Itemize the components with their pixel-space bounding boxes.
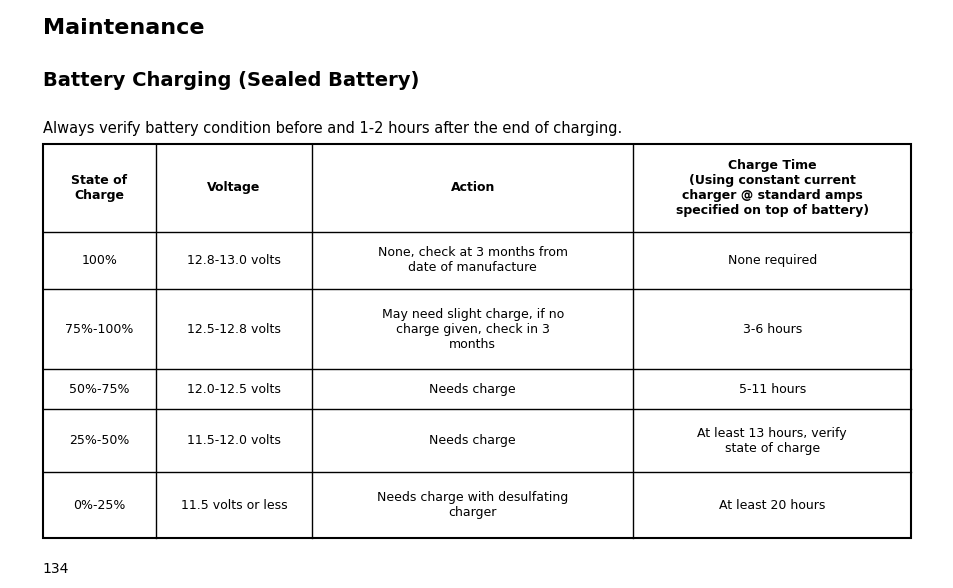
Text: 75%-100%: 75%-100% bbox=[65, 322, 133, 336]
Text: Action: Action bbox=[450, 181, 495, 194]
Text: Voltage: Voltage bbox=[207, 181, 260, 194]
Text: Needs charge: Needs charge bbox=[429, 383, 516, 396]
Text: 12.0-12.5 volts: 12.0-12.5 volts bbox=[187, 383, 280, 396]
Text: Needs charge with desulfating
charger: Needs charge with desulfating charger bbox=[376, 491, 568, 519]
Bar bbox=[43, 144, 910, 538]
Text: 134: 134 bbox=[43, 562, 70, 576]
Text: 100%: 100% bbox=[81, 253, 117, 266]
Text: Charge Time
(Using constant current
charger @ standard amps
specified on top of : Charge Time (Using constant current char… bbox=[675, 159, 868, 217]
Text: 11.5-12.0 volts: 11.5-12.0 volts bbox=[187, 434, 280, 447]
Text: Battery Charging (Sealed Battery): Battery Charging (Sealed Battery) bbox=[43, 71, 419, 89]
Text: None, check at 3 months from
date of manufacture: None, check at 3 months from date of man… bbox=[377, 246, 567, 274]
Text: State of
Charge: State of Charge bbox=[71, 174, 128, 202]
Text: At least 13 hours, verify
state of charge: At least 13 hours, verify state of charg… bbox=[697, 427, 846, 455]
Text: At least 20 hours: At least 20 hours bbox=[719, 499, 824, 512]
Text: Always verify battery condition before and 1-2 hours after the end of charging.: Always verify battery condition before a… bbox=[43, 121, 621, 136]
Text: Needs charge: Needs charge bbox=[429, 434, 516, 447]
Text: 50%-75%: 50%-75% bbox=[69, 383, 130, 396]
Text: 5-11 hours: 5-11 hours bbox=[738, 383, 805, 396]
Text: 12.8-13.0 volts: 12.8-13.0 volts bbox=[187, 253, 280, 266]
Text: 25%-50%: 25%-50% bbox=[70, 434, 130, 447]
Text: 0%-25%: 0%-25% bbox=[73, 499, 126, 512]
Text: None required: None required bbox=[727, 253, 816, 266]
Text: 3-6 hours: 3-6 hours bbox=[741, 322, 801, 336]
Text: May need slight charge, if no
charge given, check in 3
months: May need slight charge, if no charge giv… bbox=[381, 308, 563, 350]
Text: 11.5 volts or less: 11.5 volts or less bbox=[180, 499, 287, 512]
Text: Maintenance: Maintenance bbox=[43, 18, 204, 38]
Text: 12.5-12.8 volts: 12.5-12.8 volts bbox=[187, 322, 280, 336]
